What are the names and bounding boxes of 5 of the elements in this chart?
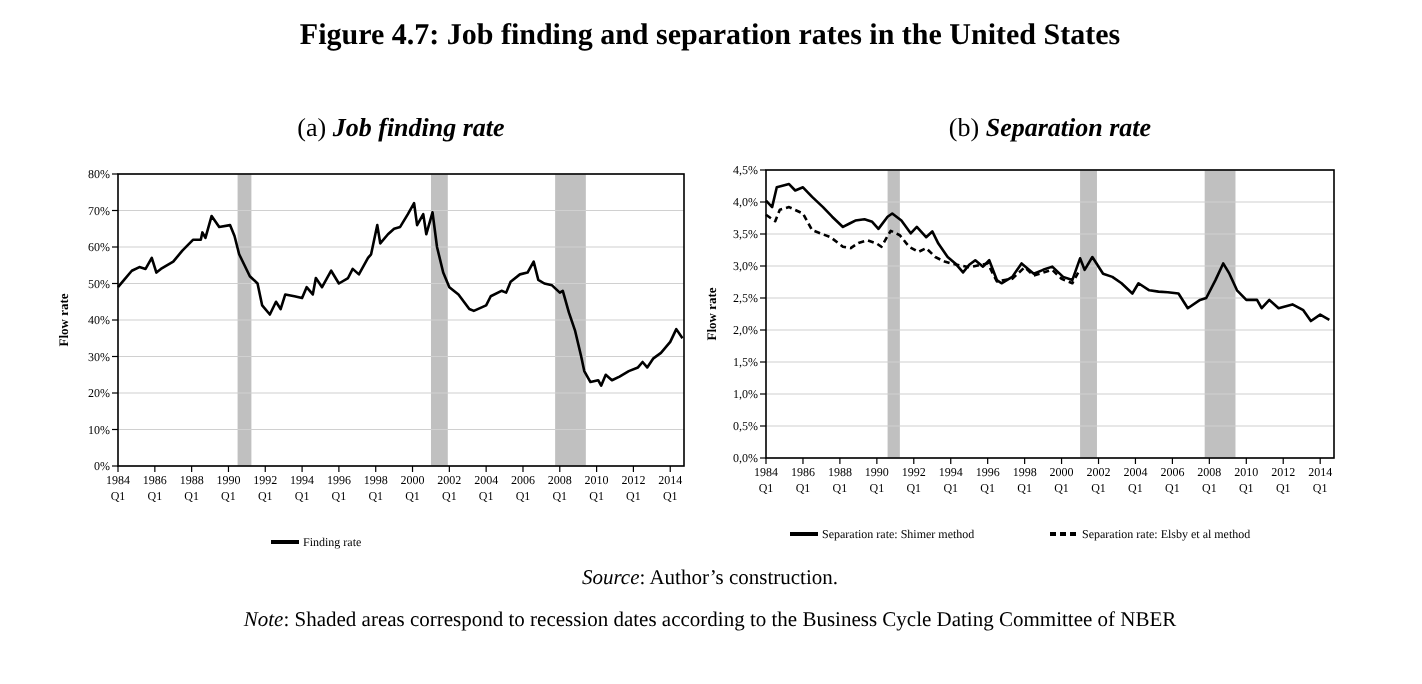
source-note: Source: Author’s construction. xyxy=(581,568,839,590)
chart-title: (b) Separation rate xyxy=(948,112,1152,142)
text: Figure 4.7: Job finding and separation rates in the United States xyxy=(299,20,1121,52)
chart-title: (a) Job finding rate xyxy=(297,112,506,142)
text: Note: Shaded areas correspond to recession dates according to the Business Cycle Dating Committee of NBER xyxy=(241,610,1177,632)
